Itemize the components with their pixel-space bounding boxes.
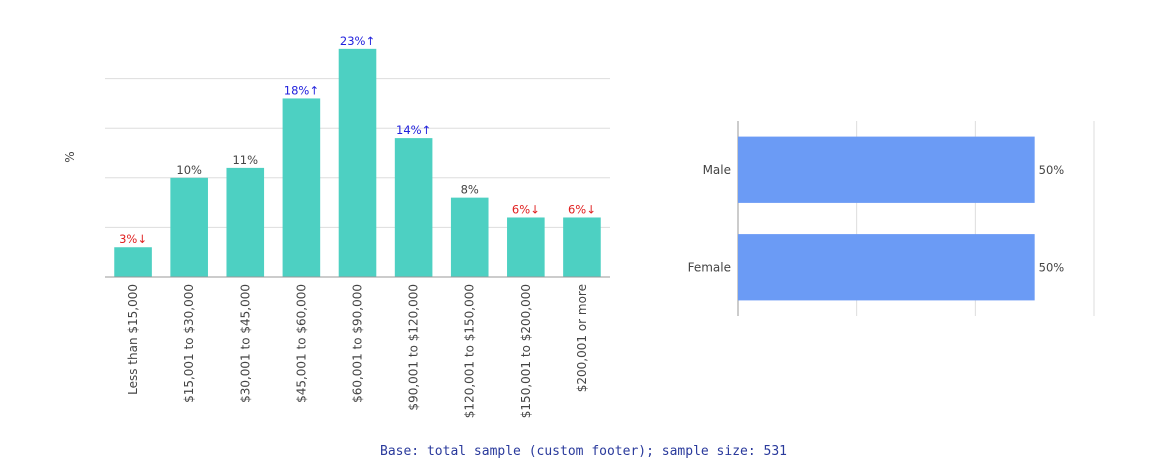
x-tick-label: Less than $15,000 bbox=[126, 284, 140, 395]
bar bbox=[282, 98, 321, 277]
data-label: 11% bbox=[232, 153, 258, 167]
bar bbox=[114, 247, 152, 277]
x-tick-label: $120,001 to $150,000 bbox=[463, 284, 477, 418]
data-label: 8% bbox=[461, 183, 479, 197]
gender-bar-chart: 50% Male 50% Female bbox=[688, 121, 1095, 316]
y-tick-label: Female bbox=[688, 260, 731, 274]
x-tick-label: $200,001 or more bbox=[575, 284, 589, 392]
bar bbox=[738, 136, 1035, 203]
bar bbox=[507, 217, 545, 277]
x-tick-label: $30,001 to $45,000 bbox=[238, 284, 252, 403]
bar bbox=[394, 138, 433, 277]
data-label: 14%↑ bbox=[396, 123, 431, 137]
data-label: 6%↓ bbox=[512, 202, 540, 216]
data-label: 10% bbox=[176, 163, 202, 177]
bar bbox=[738, 234, 1035, 301]
bar bbox=[338, 48, 377, 278]
income-bar-chart: % 3%↓ Less than $15,000 10% $15,001 to $30,0… bbox=[63, 34, 610, 418]
data-label: 18%↑ bbox=[284, 83, 319, 97]
x-tick-label: $45,001 to $60,000 bbox=[294, 284, 308, 403]
bar bbox=[226, 167, 265, 277]
data-label: 50% bbox=[1039, 163, 1065, 177]
data-label: 6%↓ bbox=[568, 202, 596, 216]
bar bbox=[450, 197, 489, 277]
x-tick-label: $15,001 to $30,000 bbox=[182, 284, 196, 403]
bar bbox=[170, 177, 208, 277]
y-tick-label: Male bbox=[703, 163, 731, 177]
x-tick-label: $60,001 to $90,000 bbox=[351, 284, 365, 403]
y-axis-label: % bbox=[63, 151, 77, 162]
bar bbox=[563, 217, 601, 277]
data-label: 50% bbox=[1039, 260, 1065, 274]
x-tick-label: $90,001 to $120,000 bbox=[407, 284, 421, 411]
x-tick-label: $150,001 to $200,000 bbox=[519, 284, 533, 418]
data-label: 23%↑ bbox=[340, 34, 375, 48]
data-label: 3%↓ bbox=[119, 232, 147, 246]
chart-footer: Base: total sample (custom footer); samp… bbox=[380, 444, 787, 459]
